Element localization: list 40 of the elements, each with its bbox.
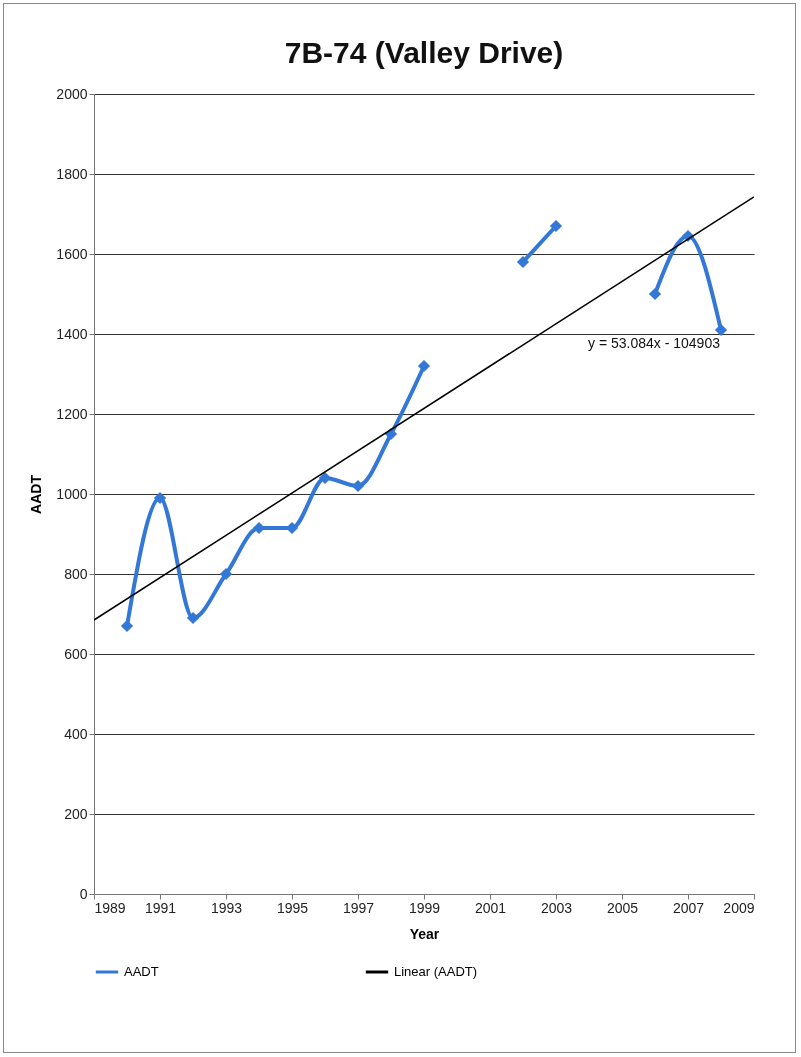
x-tick-label: 2003: [540, 899, 573, 916]
y-tick-label: 1400: [56, 325, 88, 342]
point: [516, 255, 530, 269]
x-tick-label: 2001: [474, 899, 507, 916]
point: [153, 491, 167, 505]
x-tick-label: 1999: [408, 899, 441, 916]
x-tick-label: 2007: [672, 899, 705, 916]
point: [417, 359, 431, 373]
x-tick-label: 2009: [723, 899, 755, 916]
chart-title: 7B-74 (Valley Drive): [284, 36, 564, 69]
point: [714, 323, 728, 337]
x-tick-label: 1995: [276, 899, 309, 916]
y-tick-label: 200: [64, 805, 88, 822]
legend-label: AADT: [124, 964, 159, 979]
y-axis-title: AADT: [28, 474, 45, 514]
y-tick-label: 800: [64, 565, 88, 582]
y-tick-label: 0: [79, 885, 88, 902]
annotation: y = 53.084x - 104903: [588, 335, 721, 351]
point: [219, 567, 233, 581]
point: [351, 479, 365, 493]
y-tick-label: 2000: [56, 85, 88, 102]
x-tick-label: 1997: [342, 899, 375, 916]
point: [384, 427, 398, 441]
point: [318, 471, 332, 485]
point: [648, 287, 662, 301]
x-axis-title: Year: [409, 925, 440, 942]
y-tick-label: 1800: [56, 165, 88, 182]
legend-label: Linear (AADT): [394, 964, 478, 979]
x-tick-label: 1989: [94, 899, 126, 916]
point: [120, 619, 134, 633]
x-tick-label: 2005: [606, 899, 639, 916]
point: [186, 611, 200, 625]
point: [549, 219, 563, 233]
y-tick-label: 1600: [56, 245, 88, 262]
y-tick-label: 1000: [56, 485, 88, 502]
y-tick-label: 600: [64, 645, 88, 662]
x-tick-label: 1991: [144, 899, 177, 916]
y-tick-label: 1200: [56, 405, 88, 422]
y-tick-label: 400: [64, 725, 88, 742]
x-tick-label: 1993: [210, 899, 243, 916]
